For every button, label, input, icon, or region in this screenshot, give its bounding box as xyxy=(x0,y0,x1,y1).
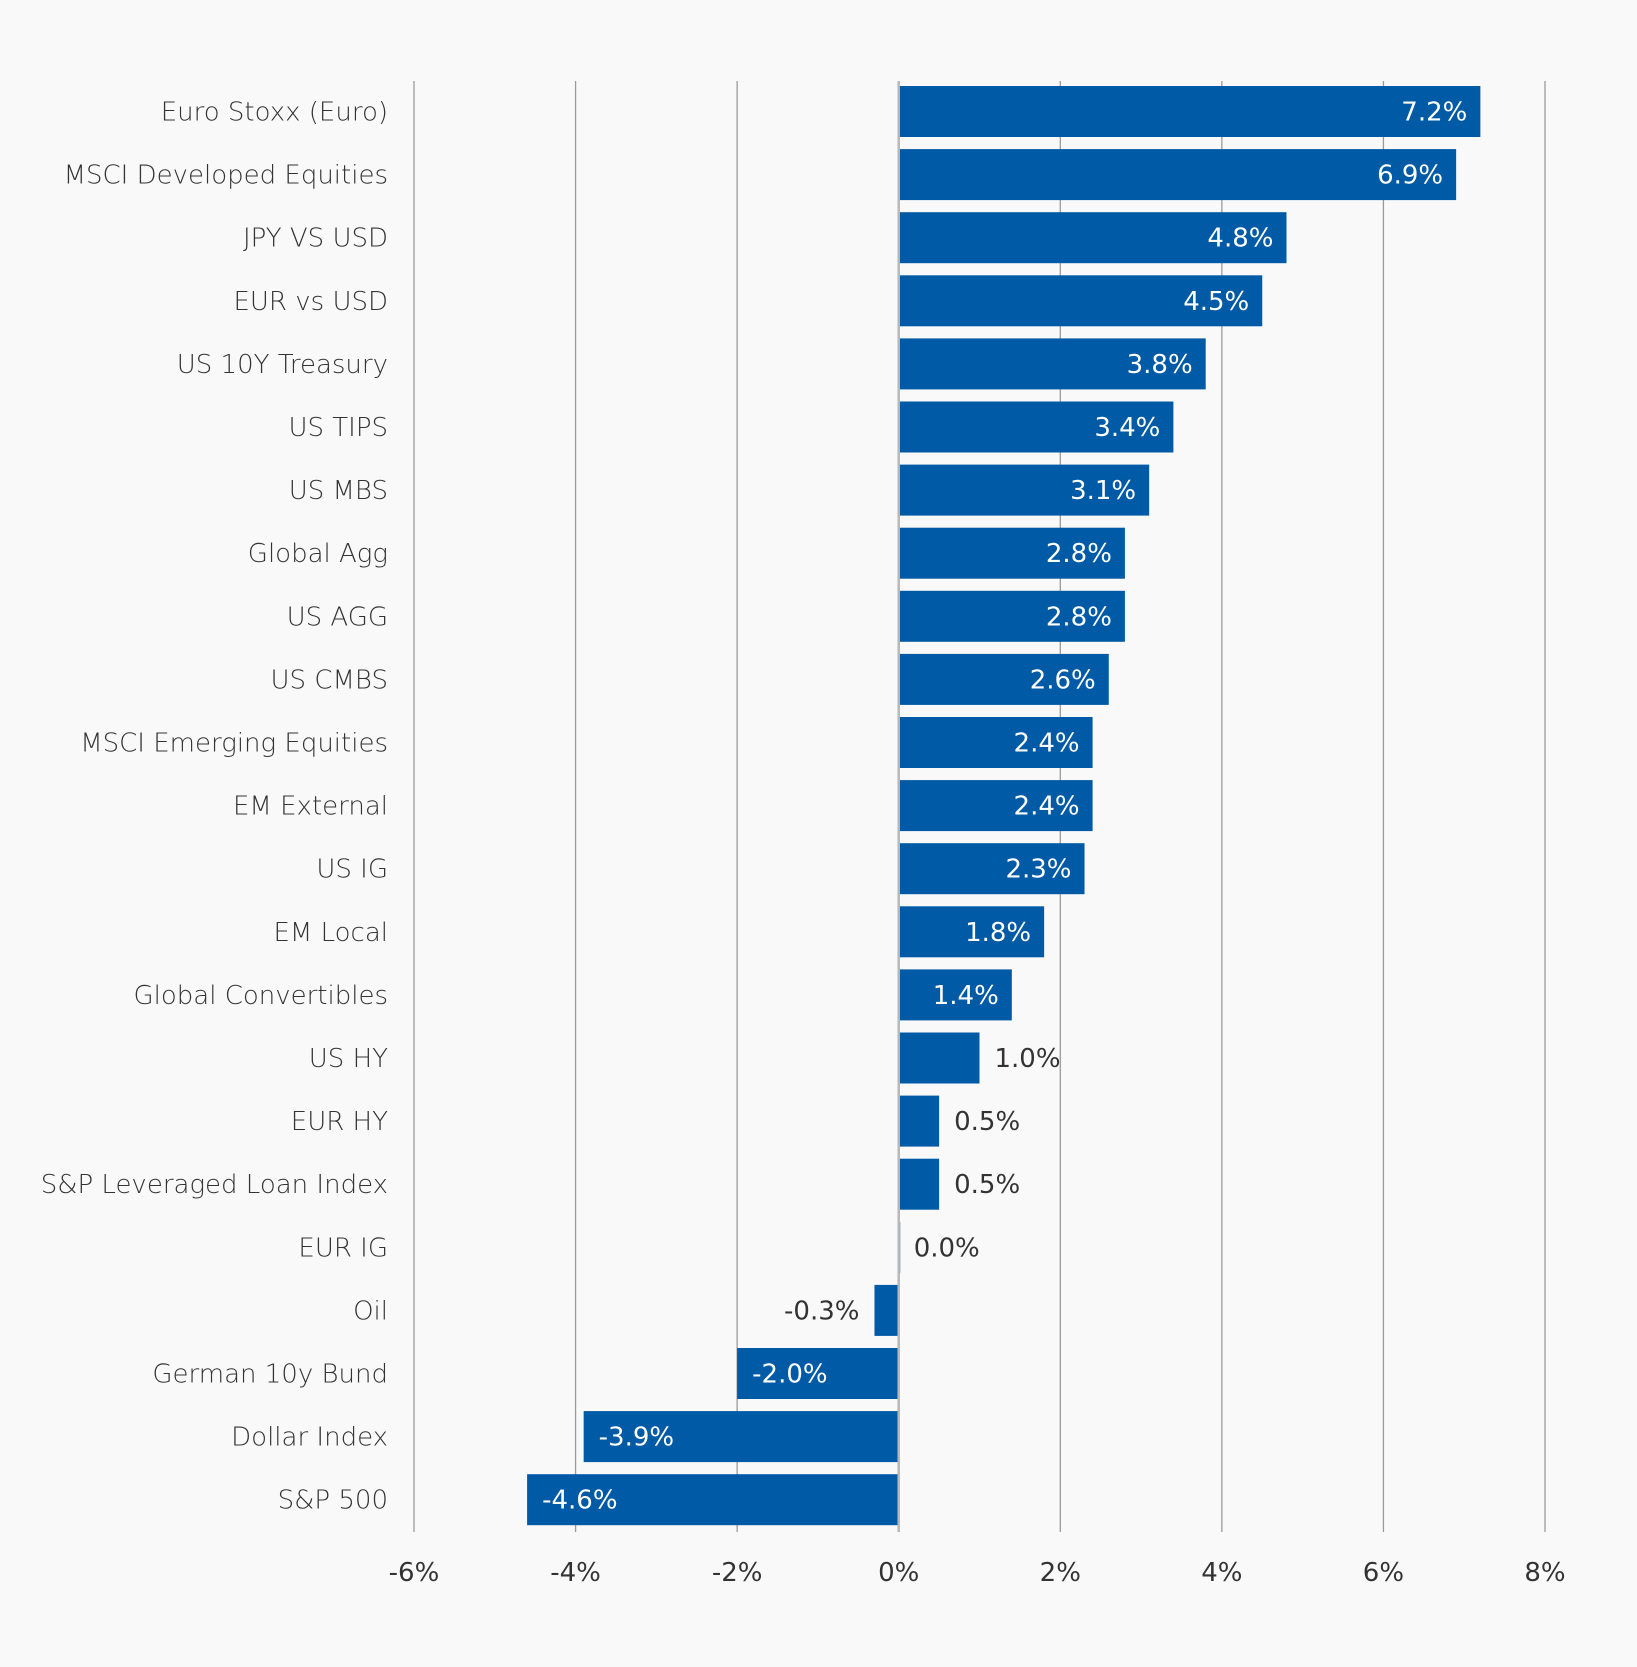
bar xyxy=(898,401,1174,453)
category-label: JPY VS USD xyxy=(243,224,388,254)
data-label: 0.0% xyxy=(914,1233,980,1263)
bar xyxy=(898,338,1206,390)
bar xyxy=(737,1348,899,1399)
bar xyxy=(898,527,1125,579)
category-label: MSCI Developed Equities xyxy=(64,161,388,191)
data-label: 2.8% xyxy=(1046,602,1112,632)
x-tick-labels: -6% -4% -2% 0% 2% 4% 6% 8% xyxy=(389,1558,1566,1588)
category-label: US HY xyxy=(309,1044,388,1074)
category-label: EUR IG xyxy=(298,1233,388,1263)
bar xyxy=(898,780,1093,832)
category-label: S&P Leveraged Loan Index xyxy=(41,1170,388,1200)
bar xyxy=(898,212,1287,264)
x-tick-label: -4% xyxy=(550,1558,601,1588)
x-tick-label: -2% xyxy=(712,1558,763,1588)
data-label: 1.0% xyxy=(995,1044,1061,1074)
category-label: US 10Y Treasury xyxy=(177,350,388,380)
data-label: 4.8% xyxy=(1207,224,1273,254)
category-label: US IG xyxy=(316,855,388,885)
category-label: Oil xyxy=(353,1296,388,1326)
category-label: US CMBS xyxy=(271,665,388,695)
data-label: -2.0% xyxy=(752,1360,827,1390)
data-label: 2.3% xyxy=(1005,855,1071,885)
bar xyxy=(898,843,1085,895)
data-label: 7.2% xyxy=(1401,98,1467,128)
data-label: 4.5% xyxy=(1183,287,1249,317)
category-label: Euro Stoxx (Euro) xyxy=(161,98,388,128)
bar xyxy=(898,590,1125,642)
category-labels: Euro Stoxx (Euro) MSCI Developed Equities… xyxy=(41,98,388,1516)
bar xyxy=(898,906,1045,958)
data-label: -3.9% xyxy=(599,1423,674,1453)
data-label: 3.8% xyxy=(1127,350,1193,380)
bar xyxy=(898,717,1093,768)
category-label: EUR vs USD xyxy=(233,287,388,317)
x-tick-label: 4% xyxy=(1201,1558,1242,1588)
category-label: S&P 500 xyxy=(278,1486,388,1516)
bar xyxy=(898,86,1481,137)
x-tick-label: 0% xyxy=(878,1558,919,1588)
category-label: US TIPS xyxy=(288,413,388,443)
bar xyxy=(898,653,1109,705)
x-tick-label: 2% xyxy=(1040,1558,1081,1588)
data-label: 0.5% xyxy=(954,1107,1020,1137)
data-labels: 7.2% 6.9% 4.8% 4.5% 3.8% 3.4% 3.1% 2.8% 2.8% 2.6%… xyxy=(542,98,1467,1516)
x-tick-label: -6% xyxy=(389,1558,440,1588)
bar xyxy=(898,969,1012,1021)
category-label: German 10y Bund xyxy=(152,1360,388,1390)
bar xyxy=(898,1032,980,1084)
data-label: 0.5% xyxy=(954,1170,1020,1200)
data-label: 3.1% xyxy=(1070,476,1136,506)
data-label: -4.6% xyxy=(542,1486,617,1516)
bars xyxy=(527,81,1481,1532)
bar xyxy=(583,1411,899,1463)
data-label: 3.4% xyxy=(1094,413,1160,443)
bar xyxy=(527,1474,899,1526)
category-label: MSCI Emerging Equities xyxy=(80,729,388,759)
data-label: -0.3% xyxy=(784,1296,859,1326)
category-label: Dollar Index xyxy=(231,1423,388,1453)
bar xyxy=(898,464,1150,516)
x-tick-label: 8% xyxy=(1524,1558,1565,1588)
bar xyxy=(898,149,1457,201)
category-label: Global Agg xyxy=(248,539,388,569)
data-label: 1.8% xyxy=(965,918,1031,948)
category-label: EUR HY xyxy=(291,1107,388,1137)
x-tick-label: 6% xyxy=(1363,1558,1404,1588)
data-label: 2.4% xyxy=(1014,792,1080,822)
category-label: EM Local xyxy=(273,918,388,948)
data-label: 1.4% xyxy=(933,981,999,1011)
data-label: 2.6% xyxy=(1030,665,1096,695)
data-label: 6.9% xyxy=(1377,161,1443,191)
bar xyxy=(898,1095,940,1147)
bar xyxy=(898,275,1263,327)
category-label: US AGG xyxy=(287,602,388,632)
category-label: US MBS xyxy=(289,476,388,506)
bar xyxy=(874,1284,899,1336)
category-label: Global Convertibles xyxy=(133,981,388,1011)
bar xyxy=(898,1158,940,1210)
data-label: 2.8% xyxy=(1046,539,1112,569)
category-label: EM External xyxy=(233,792,388,822)
data-label: 2.4% xyxy=(1014,729,1080,759)
